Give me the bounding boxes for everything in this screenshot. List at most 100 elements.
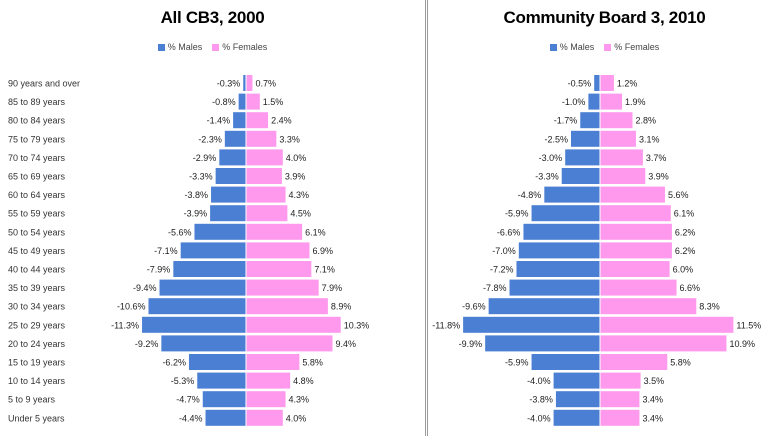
data-label-females: 6.2% bbox=[675, 246, 696, 256]
bar-females bbox=[600, 168, 646, 184]
category-label: 10 to 14 years bbox=[8, 376, 66, 386]
bar-males bbox=[142, 316, 246, 333]
bar-males bbox=[488, 298, 600, 315]
data-label-females: 4.0% bbox=[286, 413, 307, 423]
data-label-males: -4.0% bbox=[527, 413, 551, 423]
category-label: 15 to 19 years bbox=[8, 358, 66, 368]
pyramid-plot-2000: 90 years and over -0.3% 0.7% 85 to 89 years… bbox=[8, 75, 370, 426]
bar-males bbox=[215, 168, 246, 184]
chart-legend: % Males % Females bbox=[0, 42, 425, 52]
category-label: 5 to 9 years bbox=[8, 395, 56, 405]
bar-males bbox=[553, 372, 600, 389]
bar-males bbox=[161, 335, 246, 352]
bar-females bbox=[600, 205, 671, 222]
data-label-females: 3.7% bbox=[646, 153, 667, 163]
data-label-females: 1.5% bbox=[263, 97, 284, 107]
bar-females bbox=[600, 261, 670, 277]
bar-females bbox=[246, 112, 269, 129]
data-label-females: 7.1% bbox=[314, 265, 335, 275]
data-label-males: -0.8% bbox=[212, 97, 236, 107]
legend-item-females: % Females bbox=[604, 42, 659, 52]
category-label: 70 to 74 years bbox=[8, 153, 66, 163]
bar-males bbox=[531, 354, 600, 370]
bar-males bbox=[571, 130, 600, 147]
bar-males bbox=[565, 149, 600, 166]
chart-title: All CB3, 2000 bbox=[160, 8, 265, 27]
bar-females bbox=[600, 391, 640, 408]
bar-males bbox=[544, 186, 600, 203]
bar-males bbox=[197, 372, 246, 389]
bar-males bbox=[238, 93, 246, 110]
bar-males bbox=[159, 279, 246, 296]
legend-swatch-males bbox=[157, 43, 165, 51]
data-label-males: -0.3% bbox=[217, 79, 241, 89]
chart-panel-2010: Community Board 3, 2010 % Males % Female… bbox=[427, 0, 780, 436]
bar-females bbox=[246, 316, 341, 333]
data-label-males: -7.9% bbox=[147, 265, 171, 275]
bar-males bbox=[202, 391, 246, 408]
data-label-females: 8.3% bbox=[699, 302, 720, 312]
bar-females bbox=[600, 130, 636, 147]
data-label-males: -3.9% bbox=[184, 209, 208, 219]
data-label-females: 8.9% bbox=[331, 302, 352, 312]
data-label-males: -6.2% bbox=[162, 358, 186, 368]
bar-females bbox=[246, 409, 283, 426]
bar-females bbox=[600, 242, 672, 259]
bar-males bbox=[555, 391, 600, 408]
category-label: 45 to 49 years bbox=[8, 246, 66, 256]
data-label-males: -4.4% bbox=[179, 413, 203, 423]
bar-females bbox=[246, 391, 286, 408]
legend-swatch-females bbox=[212, 43, 220, 51]
data-label-females: 4.3% bbox=[289, 395, 310, 405]
category-label: 35 to 39 years bbox=[8, 283, 66, 293]
bar-females bbox=[600, 354, 668, 370]
legend-item-males: % Males bbox=[157, 42, 202, 52]
bar-females bbox=[600, 112, 633, 129]
data-label-females: 2.4% bbox=[271, 116, 292, 126]
bar-females bbox=[246, 261, 312, 277]
data-label-males: -10.6% bbox=[117, 302, 146, 312]
legend-label-females: % Females bbox=[222, 42, 268, 52]
data-label-females: 6.0% bbox=[673, 265, 694, 275]
category-label: Under 5 years bbox=[8, 413, 65, 423]
data-label-females: 2.8% bbox=[635, 116, 656, 126]
bar-females bbox=[246, 149, 283, 166]
data-label-males: -2.3% bbox=[198, 134, 222, 144]
bar-females bbox=[600, 279, 677, 296]
legend-swatch-males bbox=[549, 43, 557, 51]
category-label: 80 to 84 years bbox=[8, 116, 66, 126]
data-label-males: -9.6% bbox=[462, 302, 486, 312]
data-label-males: -9.2% bbox=[135, 339, 159, 349]
data-label-females: 10.9% bbox=[729, 339, 755, 349]
category-label: 55 to 59 years bbox=[8, 209, 66, 219]
bar-females bbox=[600, 75, 614, 91]
data-label-males: -3.8% bbox=[185, 190, 209, 200]
bar-males bbox=[194, 223, 246, 240]
bar-females bbox=[246, 372, 291, 389]
data-label-females: 10.3% bbox=[344, 320, 370, 330]
bar-males bbox=[561, 168, 600, 184]
data-label-males: -7.0% bbox=[492, 246, 516, 256]
data-label-females: 3.1% bbox=[639, 134, 660, 144]
data-label-males: -3.8% bbox=[529, 395, 553, 405]
data-label-females: 5.6% bbox=[668, 190, 689, 200]
bar-males bbox=[224, 130, 246, 147]
bar-females bbox=[600, 372, 641, 389]
data-label-males: -5.9% bbox=[505, 358, 529, 368]
bar-females bbox=[600, 335, 727, 352]
bar-females bbox=[246, 242, 310, 259]
data-label-males: -9.4% bbox=[133, 283, 157, 293]
data-label-females: 6.2% bbox=[675, 227, 696, 237]
legend-swatch-females bbox=[604, 43, 612, 51]
data-label-males: -4.8% bbox=[518, 190, 542, 200]
category-label: 50 to 54 years bbox=[8, 227, 66, 237]
data-label-females: 5.8% bbox=[670, 358, 691, 368]
data-label-males: -7.1% bbox=[154, 246, 178, 256]
data-label-females: 3.9% bbox=[648, 172, 669, 182]
bar-females bbox=[600, 186, 665, 203]
data-label-males: -11.3% bbox=[111, 320, 139, 330]
data-label-males: -1.0% bbox=[562, 97, 586, 107]
bar-females bbox=[246, 186, 286, 203]
data-label-males: -3.0% bbox=[539, 153, 563, 163]
